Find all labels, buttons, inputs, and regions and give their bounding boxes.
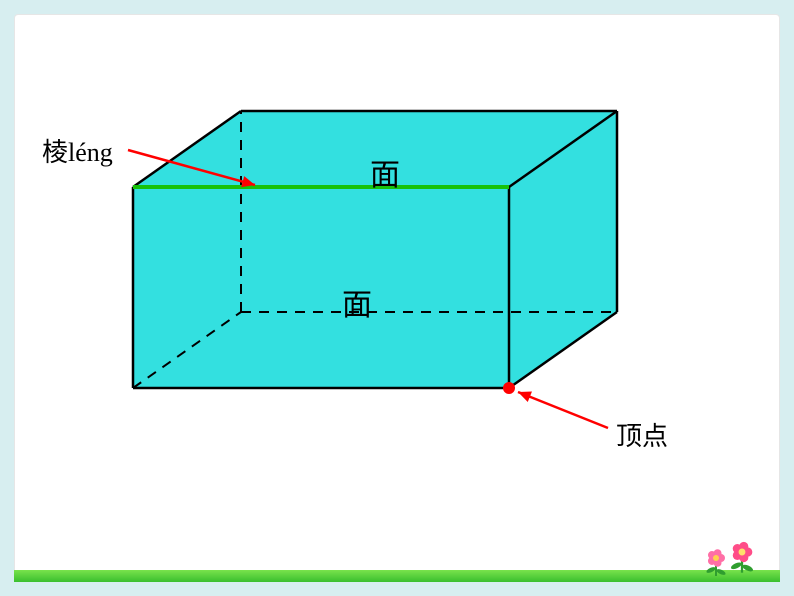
vertex-dot	[503, 382, 515, 394]
label-face-top: 面	[370, 150, 400, 194]
label-edge: 棱léng	[42, 132, 113, 169]
vertex-arrow	[518, 391, 608, 428]
diagram-svg	[0, 0, 794, 596]
label-face-front: 面	[342, 280, 372, 324]
grass-strip	[14, 570, 780, 582]
label-vertex: 顶点	[616, 416, 668, 453]
flower-icon	[730, 542, 754, 573]
flower-icon	[706, 549, 727, 576]
